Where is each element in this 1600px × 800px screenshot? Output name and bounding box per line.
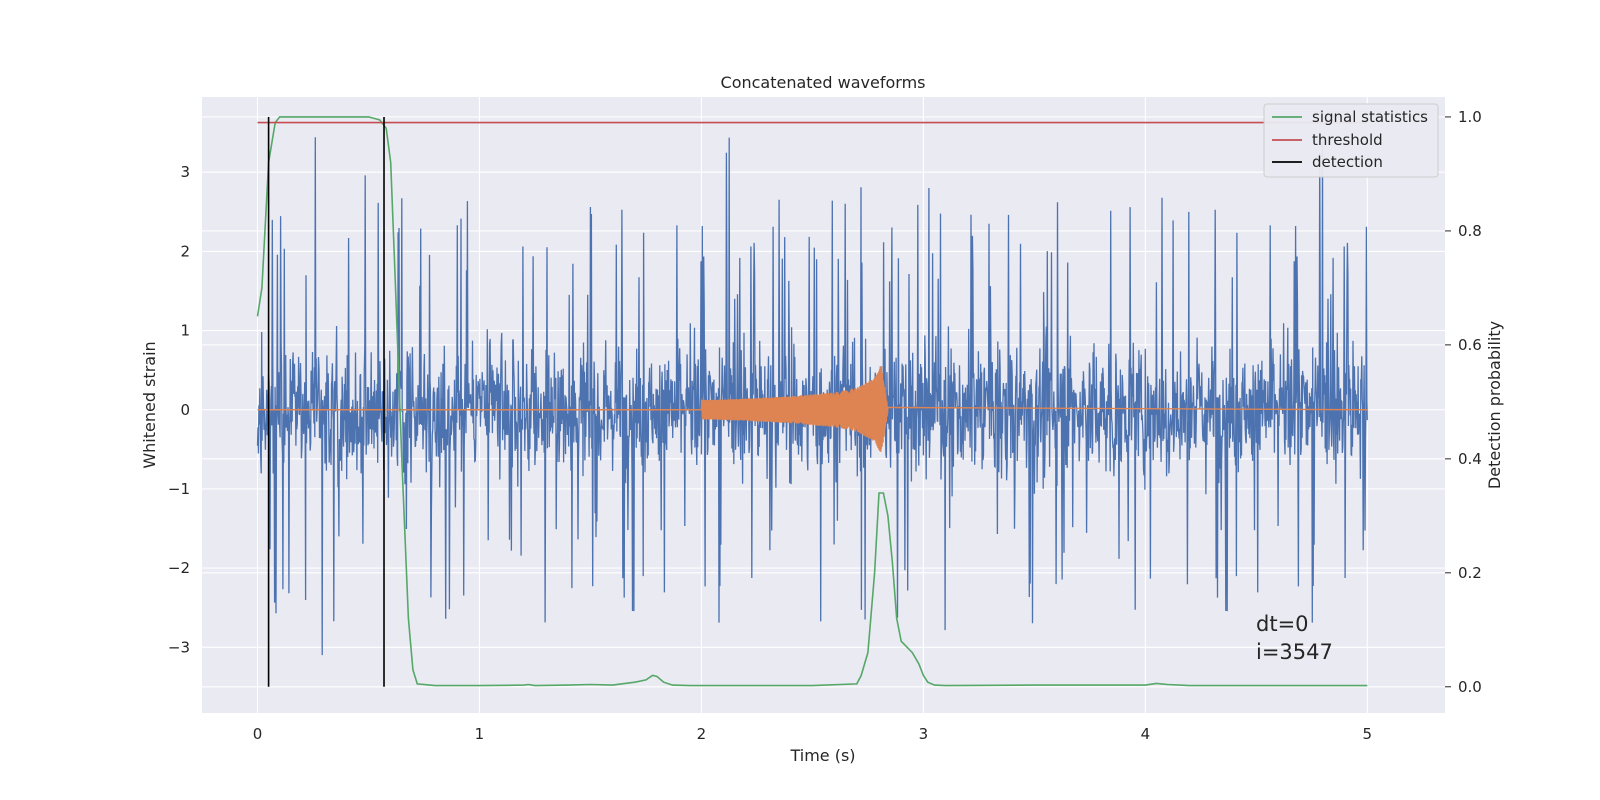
x-tick-label: 2	[697, 725, 707, 743]
legend-label-signal-statistics: signal statistics	[1312, 108, 1428, 126]
y-tick-label: −3	[168, 638, 190, 656]
y2-tick-label: 0.8	[1458, 222, 1482, 240]
y-tick-label: 1	[180, 322, 190, 340]
legend: signal statistics threshold detection	[1263, 103, 1439, 178]
signal-statistics-line	[256, 116, 1368, 687]
x-tick-label: 3	[919, 725, 929, 743]
annotation-index: i=3547	[1256, 640, 1333, 664]
y-tick-label: 3	[180, 163, 190, 181]
x-tick-label: 5	[1363, 725, 1373, 743]
chart-title: Concatenated waveforms	[721, 73, 926, 92]
x-tick-label: 4	[1141, 725, 1151, 743]
x-tick-label: 0	[253, 725, 263, 743]
x-axis-label: Time (s)	[789, 746, 855, 765]
right-axis-series	[256, 116, 1368, 687]
y-tick-label: −1	[168, 480, 190, 498]
y2-tick-label: 1.0	[1458, 108, 1482, 126]
annotation: dt=0 i=3547	[1256, 612, 1333, 664]
legend-label-detection: detection	[1312, 153, 1383, 171]
y-tick-label: −2	[168, 559, 190, 577]
annotation-dt: dt=0	[1256, 612, 1309, 636]
y-axis-label: Whitened strain	[140, 341, 159, 468]
injection-series	[257, 366, 1368, 452]
strain-line	[256, 137, 1368, 656]
y-tick-label: 2	[180, 242, 190, 260]
x-tick-label: 1	[475, 725, 485, 743]
y2-axis-label: Detection probability	[1485, 321, 1504, 489]
y-tick-label: 0	[180, 401, 190, 419]
y2-tick-label: 0.6	[1458, 336, 1482, 354]
injection-line	[257, 366, 1368, 452]
legend-label-threshold: threshold	[1312, 131, 1383, 149]
legend-box	[1263, 103, 1439, 178]
y2-tick-label: 0.0	[1458, 678, 1482, 696]
y2-tick-label: 0.2	[1458, 564, 1482, 582]
y2-tick-label: 0.4	[1458, 450, 1482, 468]
axes-ticks: 0 1 2 3 4 5 −3 −2 −1 0 1 2 3 0.0 0.2 0.4 0.6 0.8 1.0	[168, 108, 1482, 743]
strain-series	[256, 137, 1368, 656]
